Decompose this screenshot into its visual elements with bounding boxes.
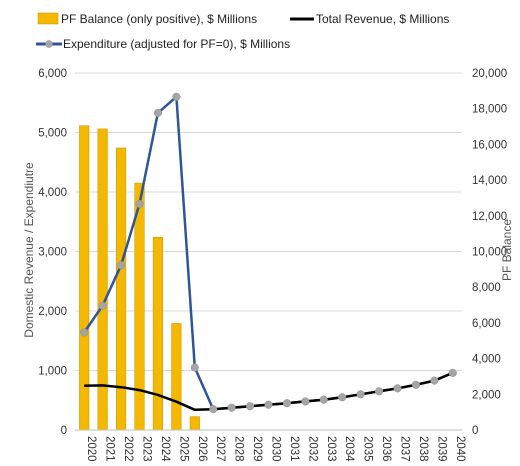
y-right-tick-label: 2,000 xyxy=(472,389,501,401)
gridlines xyxy=(75,72,462,431)
legend-swatch-expenditure-marker xyxy=(45,40,53,48)
expenditure-marker xyxy=(375,387,384,396)
x-tick-label: 2024 xyxy=(159,436,171,462)
expenditure-marker xyxy=(393,384,402,393)
line-series xyxy=(80,92,457,414)
y-left-tick-label: 5,000 xyxy=(38,128,67,140)
y-right-tick-label: 10,000 xyxy=(472,247,507,259)
y-right-tick-label: 4,000 xyxy=(472,354,501,366)
x-tick-label: 2036 xyxy=(380,436,392,462)
expenditure-marker xyxy=(190,363,199,372)
y-left-tick-label: 6,000 xyxy=(38,68,67,80)
expenditure-marker xyxy=(246,402,255,411)
expenditure-marker xyxy=(301,397,310,406)
axes: 0 1,000 2,000 3,000 4,000 5,000 6,000 0 2,000 4,0… xyxy=(38,68,507,462)
y-right-tick-label: 8,000 xyxy=(472,282,501,294)
y-axis-left-title: Domestic Revenue / Expendiutre xyxy=(22,162,36,338)
x-tick-label: 2029 xyxy=(251,436,263,462)
legend-label-total-revenue: Total Revenue, $ Millions xyxy=(316,12,449,26)
x-tick-label: 2026 xyxy=(196,436,208,462)
expenditure-marker xyxy=(80,328,89,337)
expenditure-marker xyxy=(319,395,328,404)
expenditure-marker xyxy=(411,380,420,389)
y-left-tick-label: 1,000 xyxy=(38,366,67,378)
x-tick-label: 2030 xyxy=(270,436,282,462)
expenditure-marker xyxy=(338,393,347,402)
y-left-tick-label: 3,000 xyxy=(38,247,67,259)
x-tick-label: 2022 xyxy=(122,436,134,462)
y-left-tick-label: 2,000 xyxy=(38,306,67,318)
y-left-tick-label: 0 xyxy=(61,425,67,437)
x-tick-label: 2031 xyxy=(288,436,300,462)
x-tick-label: 2020 xyxy=(85,436,97,462)
expenditure-marker xyxy=(172,92,181,101)
expenditure-marker xyxy=(430,376,439,385)
legend-label-expenditure: Expenditure (adjusted for PF=0), $ Milli… xyxy=(63,37,290,51)
y-left-tick-label: 4,000 xyxy=(38,187,67,199)
legend-label-pf-balance: PF Balance (only positive), $ Millions xyxy=(61,12,257,26)
expenditure-marker xyxy=(135,199,144,208)
x-tick-label: 2035 xyxy=(362,436,374,462)
y-right-tick-label: 6,000 xyxy=(472,318,501,330)
expenditure-marker xyxy=(264,400,273,409)
legend: PF Balance (only positive), $ Millions T… xyxy=(36,12,449,51)
pf-balance-bar xyxy=(134,182,145,431)
x-tick-label: 2037 xyxy=(399,436,411,462)
x-tick-label: 2023 xyxy=(141,436,153,462)
y-axis-right-title: PF Balance xyxy=(500,219,514,281)
y-right-tick-label: 12,000 xyxy=(472,211,507,223)
expenditure-marker xyxy=(153,108,162,117)
legend-swatch-pf-balance xyxy=(37,12,59,25)
x-tick-label: 2039 xyxy=(435,436,447,462)
expenditure-marker xyxy=(98,301,107,310)
x-tick-label: 2025 xyxy=(177,436,189,462)
x-tick-label: 2027 xyxy=(214,436,226,462)
y-right-tick-label: 14,000 xyxy=(472,175,507,187)
x-tick-label: 2038 xyxy=(417,436,429,462)
y-right-tick-label: 16,000 xyxy=(472,139,507,151)
x-tick-label: 2040 xyxy=(454,436,466,462)
expenditure-marker xyxy=(282,399,291,408)
y-right-tick-label: 18,000 xyxy=(472,104,507,116)
y-right-tick-label: 20,000 xyxy=(472,68,507,80)
y-right-tick-label: 0 xyxy=(472,425,478,437)
x-tick-label: 2034 xyxy=(343,436,355,462)
expenditure-marker xyxy=(356,390,365,399)
pf-balance-bar xyxy=(152,236,163,431)
pf-balance-bar xyxy=(171,323,182,431)
x-tick-label: 2028 xyxy=(233,436,245,462)
expenditure-marker xyxy=(448,368,457,377)
pf-balance-bar xyxy=(189,416,200,431)
expenditure-marker xyxy=(117,261,126,270)
x-tick-label: 2032 xyxy=(306,436,318,462)
x-tick-label: 2021 xyxy=(104,436,116,462)
expenditure-marker xyxy=(209,405,218,414)
pf-balance-bar xyxy=(79,125,90,431)
expenditure-marker xyxy=(227,403,236,412)
x-tick-label: 2033 xyxy=(325,436,337,462)
